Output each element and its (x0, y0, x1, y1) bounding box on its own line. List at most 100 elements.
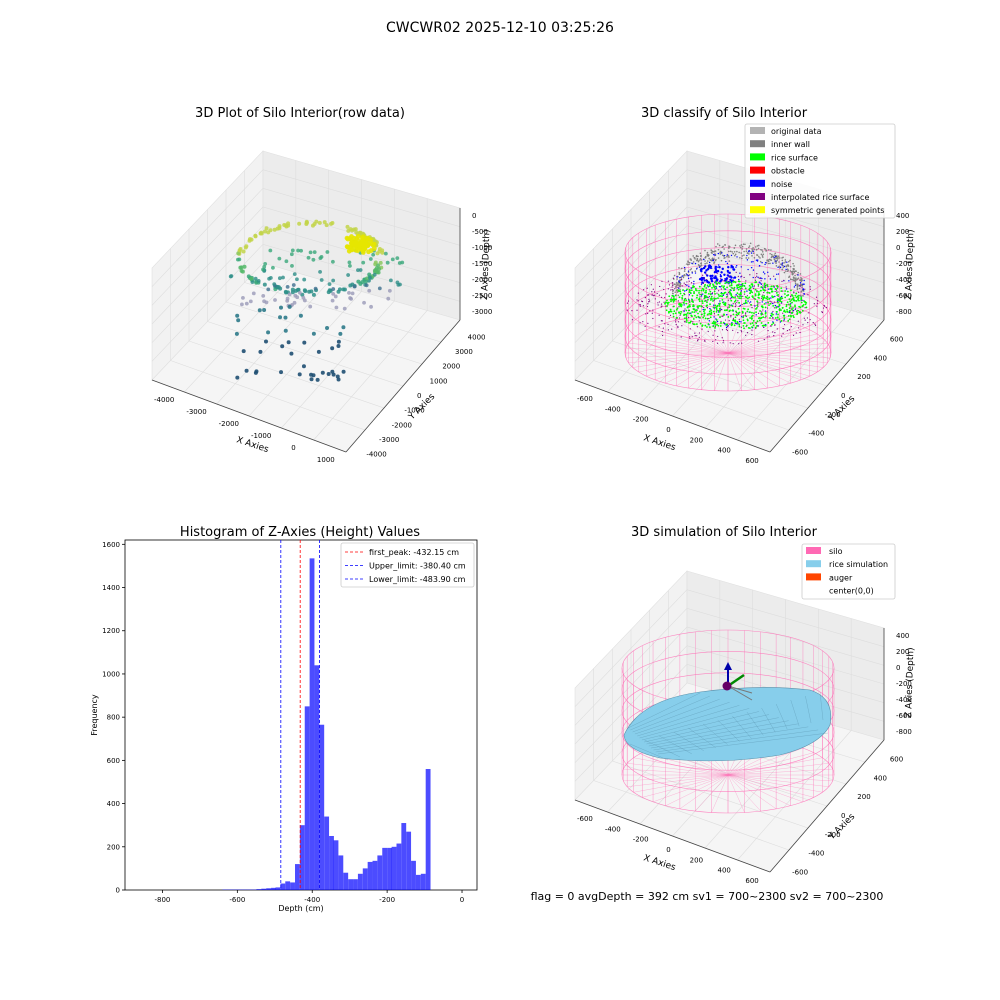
rice-surface-point (792, 296, 795, 299)
simulation-y-tick-label: -400 (808, 850, 824, 858)
noise-point (774, 278, 777, 280)
rice-surface-point (677, 289, 680, 292)
raw-data-point (235, 313, 240, 318)
interpolated-point (671, 297, 673, 299)
noise-point (728, 271, 731, 275)
interpolated-point (659, 285, 661, 288)
rice-surface-point (708, 285, 711, 288)
interpolated-point (751, 307, 753, 309)
inner-wall-point (704, 260, 706, 262)
noise-point (714, 281, 716, 284)
rice-simulation-mesh (629, 743, 669, 761)
simulation-z-tick-label: -600 (896, 712, 912, 720)
noise-point (714, 268, 718, 272)
rice-surface-point (769, 317, 771, 319)
interpolated-point (774, 332, 776, 334)
interpolated-point (788, 329, 791, 331)
rice-surface-point (760, 322, 763, 324)
rice-surface-point (685, 315, 688, 317)
noise-point (746, 254, 748, 257)
rice-surface-point (710, 295, 713, 298)
simulation-silo-spoke (695, 774, 729, 812)
raw-data-point (338, 331, 343, 336)
rice-surface-point (764, 311, 767, 314)
inner-wall-point (694, 270, 697, 273)
simulation-silo-spoke (727, 774, 823, 793)
noise-point (781, 264, 783, 266)
interpolated-point (716, 292, 718, 294)
noise-point (803, 293, 805, 295)
noise-point (687, 274, 690, 277)
interpolated-point (704, 339, 706, 341)
interpolated-point (637, 292, 639, 294)
rice-surface-point (728, 285, 731, 287)
interpolated-point (768, 275, 770, 277)
noise-point (747, 268, 749, 271)
inner-wall-point (754, 246, 757, 248)
inner-wall-point (713, 258, 715, 260)
inner-wall-point (776, 259, 779, 261)
histogram-bar (261, 888, 267, 890)
histogram-x-label: Depth (cm) (278, 904, 323, 913)
classify-z-axis-label: Z Axies (Depth) (904, 229, 916, 300)
raw-z-tick-label: 0 (472, 212, 476, 220)
simulation-x-tick-label: -600 (577, 815, 593, 823)
interpolated-point (682, 310, 684, 312)
rice-surface-point (772, 304, 775, 307)
noise-point (767, 271, 769, 273)
raw-data-point (325, 326, 330, 331)
rice-surface-point (679, 290, 682, 293)
inner-wall-point (745, 257, 748, 259)
histogram-bar (338, 855, 344, 890)
inner-wall-point (728, 250, 730, 253)
raw-data-point (236, 318, 241, 323)
raw-data-point (297, 290, 302, 295)
rice-simulation-mesh (644, 714, 769, 743)
inner-wall-point (789, 265, 792, 268)
inner-wall-point (775, 265, 778, 267)
simulation-silo-spoke (727, 747, 804, 776)
classify-z-tick-label: -400 (896, 276, 912, 284)
inner-wall-point (700, 259, 703, 261)
raw-data-point (290, 263, 294, 268)
classify-silo-spoke (646, 352, 729, 377)
raw-z-tick-label: -2500 (472, 292, 492, 300)
interpolated-point (689, 328, 691, 330)
rice-surface-point (758, 319, 761, 322)
rice-surface-point (764, 324, 767, 327)
raw-data-point (360, 248, 366, 254)
interpolated-point (662, 327, 664, 329)
raw-data-point (350, 291, 355, 296)
inner-wall-point (761, 254, 764, 257)
raw-data-point (311, 292, 316, 297)
raw-data-point (362, 300, 366, 305)
interpolated-point (698, 336, 700, 338)
rice-surface-point (748, 296, 751, 299)
raw-data-point (268, 248, 273, 253)
rice-surface-point (678, 296, 681, 299)
raw-data-point (253, 234, 258, 239)
noise-point (781, 262, 784, 264)
inner-wall-point (741, 255, 744, 257)
interpolated-point (648, 300, 651, 302)
interpolated-point (716, 272, 718, 275)
rice-surface-point (676, 307, 679, 310)
interpolated-point (738, 318, 740, 320)
raw-data-point (314, 219, 319, 224)
raw-data-point (284, 223, 289, 228)
raw-data-point (342, 306, 347, 311)
figure-title: CWCWR02 2025-12-10 03:25:26 (386, 20, 614, 36)
inner-wall-point (717, 248, 720, 251)
raw-data-point (368, 237, 373, 243)
noise-point (752, 286, 754, 288)
raw-data-point (237, 248, 242, 253)
interpolated-point (708, 289, 710, 291)
rice-surface-point (747, 326, 750, 329)
raw-data-point (326, 290, 331, 295)
inner-wall-point (790, 270, 793, 273)
classify-silo-spoke (655, 325, 729, 354)
interpolated-point (803, 317, 805, 319)
rice-surface-point (703, 312, 706, 315)
interpolated-point (757, 303, 759, 305)
inner-wall-point (773, 258, 775, 260)
